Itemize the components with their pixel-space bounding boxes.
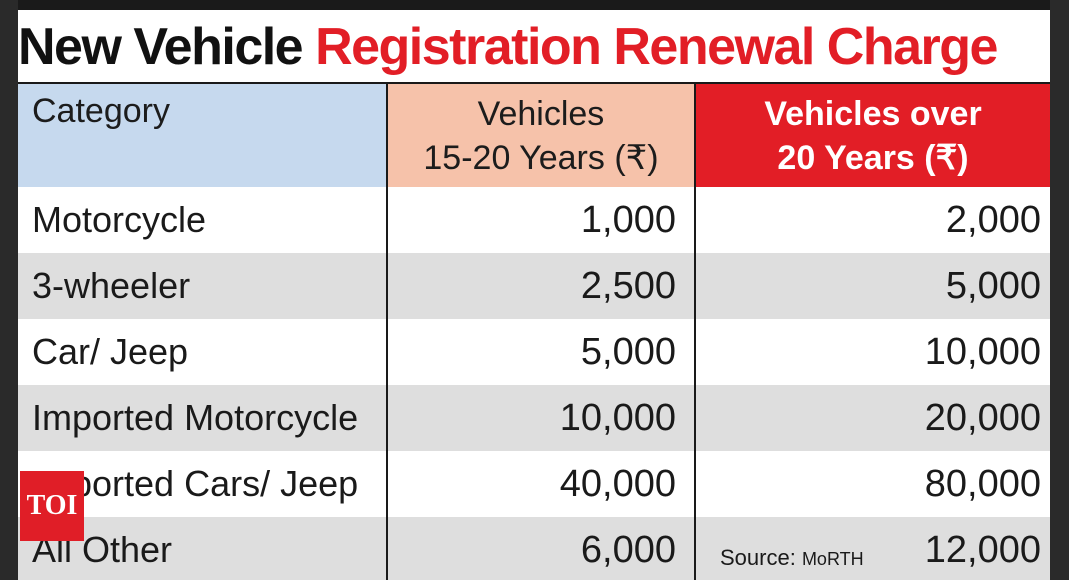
source-label: Source: (720, 545, 802, 570)
value-15-20-cell: 5,000 (580, 331, 676, 373)
value-over-20-cell: 20,000 (924, 397, 1041, 439)
category-cell: Imported Cars/ Jeep (32, 463, 359, 504)
header-over-20-line2: 20 Years (₹) (777, 139, 969, 177)
header-over-20-years: Vehicles over 20 Years (₹) (696, 84, 1050, 187)
category-cell: 3-wheeler (32, 265, 191, 306)
value-over-20-cell: 12,000 (924, 529, 1041, 571)
table-row: 3-wheeler 2,500 5,000 (18, 253, 1050, 319)
title-divider (18, 82, 1050, 84)
category-cell: Car/ Jeep (32, 331, 189, 372)
value-15-20-cell: 10,000 (559, 397, 676, 439)
page-title: New Vehicle Registration Renewal Charge (18, 12, 1050, 82)
header-15-20-line2: 15-20 Years (₹) (423, 139, 659, 177)
category-cell: Motorcycle (32, 199, 207, 240)
category-cell: Imported Motorcycle (32, 397, 359, 438)
table-row: Motorcycle 1,000 2,000 (18, 187, 1050, 253)
table-row: Imported Cars/ Jeep 40,000 80,000 (18, 451, 1050, 517)
header-15-20-line1: Vehicles (477, 95, 605, 133)
header-15-20-years-label: Vehicles 15-20 Years (₹) (388, 92, 694, 180)
header-category-label: Category (32, 92, 170, 130)
infographic-card: New Vehicle Registration Renewal Charge … (18, 0, 1050, 580)
source-note: Source: MoRTH (720, 545, 864, 571)
value-15-20-cell: 2,500 (580, 265, 676, 307)
value-15-20-cell: 1,000 (580, 199, 676, 241)
title-part-2: Registration Renewal Charge (315, 18, 998, 76)
value-over-20-cell: 80,000 (924, 463, 1041, 505)
title-part-1: New Vehicle (18, 18, 304, 76)
value-over-20-cell: 10,000 (924, 331, 1041, 373)
table-row: Car/ Jeep 5,000 10,000 (18, 319, 1050, 385)
toi-logo-icon: TOI (20, 471, 84, 541)
header-15-20-years: Vehicles 15-20 Years (₹) (388, 84, 694, 187)
value-over-20-cell: 2,000 (945, 199, 1041, 241)
table-row: All Other 6,000 12,000 (18, 517, 1050, 580)
value-over-20-cell: 5,000 (945, 265, 1041, 307)
header-category: Category (18, 84, 386, 187)
top-bar (18, 0, 1050, 10)
header-over-20-years-label: Vehicles over 20 Years (₹) (696, 92, 1050, 180)
column-divider (386, 84, 388, 580)
value-15-20-cell: 40,000 (559, 463, 676, 505)
header-over-20-line1: Vehicles over (764, 95, 982, 133)
table-row: Imported Motorcycle 10,000 20,000 (18, 385, 1050, 451)
value-15-20-cell: 6,000 (580, 529, 676, 571)
column-divider (694, 84, 696, 580)
source-value: MoRTH (801, 549, 864, 569)
